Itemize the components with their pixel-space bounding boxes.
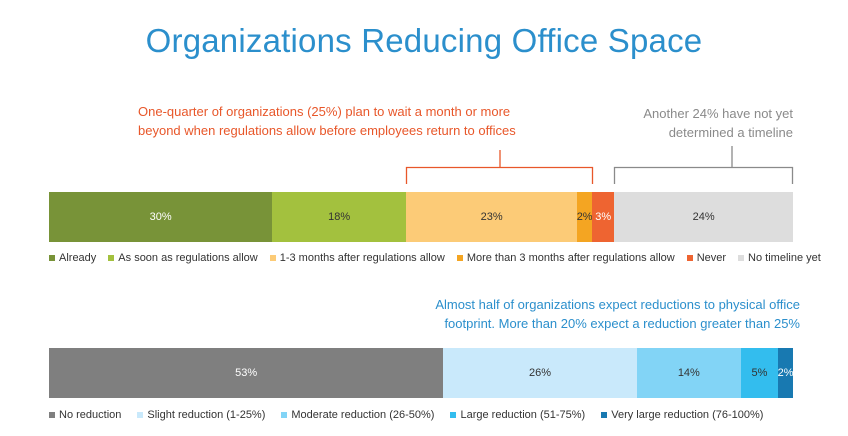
legend-item-never: Never xyxy=(686,252,727,264)
legend-swatch xyxy=(137,412,144,418)
legend-item-already: Already xyxy=(49,252,96,264)
bar-segment-more-than-3-months-after-regulations-allow: 2% xyxy=(577,192,593,242)
chart-title: Organizations Reducing Office Space xyxy=(145,22,703,59)
office-reduction-bar: 53% 26% 14% 5% 2% xyxy=(49,348,793,398)
legend-swatch xyxy=(281,412,288,418)
legend-swatch xyxy=(108,255,115,261)
gray-bracket xyxy=(613,166,794,184)
legend-swatch xyxy=(49,412,55,418)
legend-swatch xyxy=(601,412,608,418)
office-reduction-legend: No reduction Slight reduction (1-25%) Mode… xyxy=(49,409,763,421)
legend-label: Already xyxy=(59,252,97,264)
bar-segment-no-timeline-yet: 24% xyxy=(614,192,793,242)
bar-segment-no-reduction: 53% xyxy=(49,348,444,398)
bar-segment-never: 3% xyxy=(592,192,615,242)
annotation-no-timeline-line2: determined a timeline xyxy=(668,125,793,140)
annotation-wait-month-line2: beyond when regulations allow before emp… xyxy=(138,123,516,138)
legend-item-moderate-reduction-26-50: Moderate reduction (26-50%) xyxy=(281,409,434,421)
legend-item-no-timeline-yet: No timeline yet xyxy=(738,252,821,264)
legend-item-slight-reduction-1-25: Slight reduction (1-25%) xyxy=(137,409,265,421)
legend-label: More than 3 months after regulations all… xyxy=(466,252,675,264)
annotation-reductions-line1: Almost half of organizations expect redu… xyxy=(435,297,800,312)
annotation-wait-month: One-quarter of organizations (25%) plan … xyxy=(138,102,558,140)
legend-label: Slight reduction (1-25%) xyxy=(147,409,266,421)
legend-label: Never xyxy=(696,252,727,264)
legend-swatch xyxy=(49,255,55,261)
bar-segment-1-3-months-after-regulations-allow: 23% xyxy=(406,192,578,242)
legend-label: Very large reduction (76-100%) xyxy=(611,409,764,421)
legend-label: No reduction xyxy=(59,409,122,421)
bar-segment-very-large-reduction-76-100: 2% xyxy=(778,348,793,398)
legend-label: Moderate reduction (26-50%) xyxy=(291,409,435,421)
return-timeline-bar: 30% 18% 23% 2% 3% 24% xyxy=(49,192,793,242)
orange-bracket xyxy=(405,166,594,184)
legend-swatch xyxy=(686,255,693,261)
return-timeline-legend: Already As soon as regulations allow 1-3 m… xyxy=(49,252,821,264)
bar-segment-as-soon-as-regulations-allow: 18% xyxy=(272,192,407,242)
legend-label: Large reduction (51-75%) xyxy=(460,409,586,421)
legend-swatch xyxy=(738,255,745,261)
bar-segment-already: 30% xyxy=(49,192,273,242)
legend-label: 1-3 months after regulations allow xyxy=(279,252,445,264)
legend-item-very-large-reduction-76-100: Very large reduction (76-100%) xyxy=(601,409,763,421)
bar-segment-slight-reduction-1-25: 26% xyxy=(443,348,637,398)
bar-segment-moderate-reduction-26-50: 14% xyxy=(636,348,741,398)
legend-item-large-reduction-51-75: Large reduction (51-75%) xyxy=(450,409,585,421)
annotation-no-timeline: Another 24% have not yet determined a ti… xyxy=(610,104,793,142)
annotation-no-timeline-line1: Another 24% have not yet xyxy=(643,106,793,121)
legend-item-more-than-3-months-after-regulations-allow: More than 3 months after regulations all… xyxy=(456,252,675,264)
legend-swatch xyxy=(456,255,463,261)
legend-item-no-reduction: No reduction xyxy=(49,409,121,421)
annotation-wait-month-line1: One-quarter of organizations (25%) plan … xyxy=(138,104,511,119)
annotation-reductions: Almost half of organizations expect redu… xyxy=(420,295,800,333)
legend-label: As soon as regulations allow xyxy=(118,252,258,264)
bar-segment-large-reduction-51-75: 5% xyxy=(740,348,779,398)
annotation-reductions-line2: footprint. More than 20% expect a reduct… xyxy=(444,316,800,331)
legend-item-1-3-months-after-regulations-allow: 1-3 months after regulations allow xyxy=(269,252,445,264)
legend-swatch xyxy=(450,412,457,418)
legend-swatch xyxy=(269,255,276,261)
legend-item-as-soon-as-regulations-allow: As soon as regulations allow xyxy=(108,252,258,264)
legend-label: No timeline yet xyxy=(748,252,821,264)
